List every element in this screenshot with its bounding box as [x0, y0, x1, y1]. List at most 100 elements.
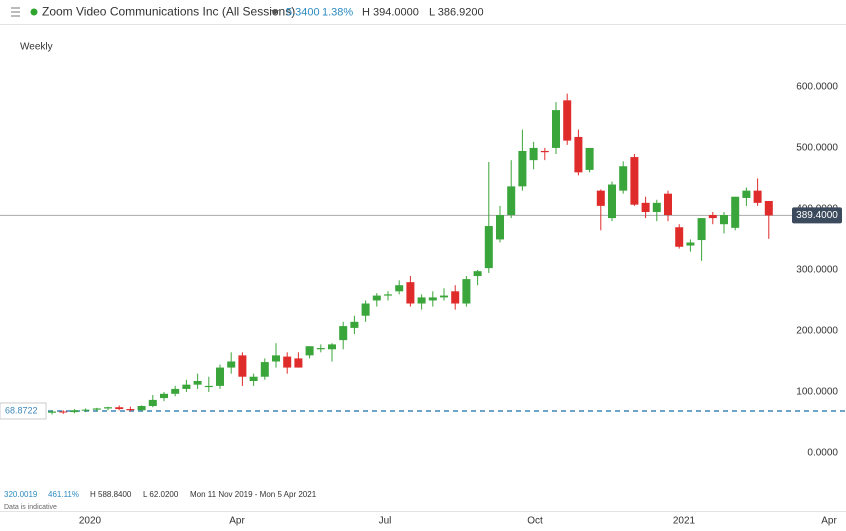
- candle: [193, 373, 202, 389]
- header-high: H 394.0000: [362, 6, 419, 18]
- candle-body: [529, 147, 538, 161]
- footer-note: Data is indicative: [4, 504, 57, 511]
- dropdown-arrow[interactable]: [271, 10, 279, 15]
- candle-body: [81, 409, 90, 411]
- candle-body: [652, 202, 661, 212]
- header-change-pct: 1.38%: [322, 6, 353, 18]
- candle-body: [473, 271, 482, 277]
- candle-body: [260, 362, 269, 377]
- candle: [440, 288, 448, 301]
- candle: [339, 321, 348, 350]
- status-dot: [30, 8, 38, 16]
- x-tick-label: 2020: [79, 516, 102, 527]
- instrument-title[interactable]: Zoom Video Communications Inc (All Sessi…: [42, 5, 295, 19]
- candle-body: [630, 157, 639, 205]
- candle-body: [686, 242, 695, 246]
- candle-body: [316, 348, 325, 350]
- candle-body: [115, 407, 124, 410]
- candle: [496, 205, 504, 243]
- candle-body: [238, 355, 247, 377]
- candle-body: [294, 358, 303, 368]
- footer-low: L 62.0200: [143, 490, 179, 499]
- header-low: L 386.9200: [429, 6, 484, 18]
- candle-body: [720, 215, 728, 225]
- y-tick-label: 600.0000: [796, 82, 838, 93]
- candle: [529, 141, 538, 170]
- candle: [552, 102, 560, 155]
- candle: [697, 218, 706, 261]
- candle-body: [204, 385, 213, 388]
- candle: [260, 358, 269, 380]
- candle: [171, 385, 180, 397]
- y-tick-label: 500.0000: [796, 143, 838, 154]
- candle: [596, 189, 605, 231]
- x-tick-label: Oct: [527, 516, 543, 527]
- y-tick-label: 100.0000: [796, 387, 838, 398]
- candle: [81, 408, 90, 413]
- menu-icon[interactable]: [11, 7, 20, 17]
- candle-body: [272, 355, 280, 362]
- candle-body: [384, 294, 392, 296]
- candle-body: [563, 100, 572, 141]
- candle-body: [574, 136, 583, 173]
- footer-change-pct: 461.11%: [48, 490, 79, 499]
- x-tick-label: Apr: [229, 516, 245, 527]
- candle: [641, 196, 650, 219]
- candle: [350, 315, 359, 335]
- candle: [451, 285, 460, 310]
- candle: [574, 129, 583, 176]
- candle: [484, 161, 493, 274]
- candle: [160, 391, 168, 402]
- candle: [675, 224, 684, 249]
- candle-body: [585, 147, 594, 170]
- footer-close: 320.0019: [4, 490, 38, 499]
- x-tick-label: Jul: [379, 516, 392, 527]
- interval-label: Weekly: [20, 42, 53, 53]
- last-price-box: [792, 207, 842, 224]
- candle-body: [216, 367, 224, 386]
- candle-body: [126, 409, 135, 411]
- candle: [630, 154, 639, 206]
- candle: [305, 346, 314, 359]
- footer-range: Mon 11 Nov 2019 - Mon 5 Apr 2021: [190, 490, 317, 499]
- candle: [372, 293, 381, 307]
- x-tick-label: Apr: [821, 516, 837, 527]
- candle: [652, 199, 661, 222]
- candle-body: [249, 376, 258, 381]
- candle: [182, 379, 191, 392]
- y-tick-label: 0.0000: [807, 448, 838, 459]
- footer-high: H 588.8400: [90, 490, 132, 499]
- candle: [48, 410, 56, 415]
- candle: [731, 196, 740, 231]
- candle-body: [753, 190, 762, 203]
- candle: [216, 364, 224, 389]
- candle-body: [171, 388, 180, 394]
- header-change: 5.3400: [286, 6, 320, 18]
- candle-body: [731, 196, 740, 228]
- candle-body: [339, 326, 348, 341]
- candle: [92, 407, 101, 412]
- candle-body: [641, 202, 650, 212]
- candle-body: [328, 344, 336, 350]
- candle: [720, 211, 728, 234]
- candle-body: [395, 285, 404, 292]
- candle-body: [160, 393, 168, 399]
- candle: [361, 300, 370, 322]
- candle-body: [350, 321, 359, 328]
- candle-body: [137, 406, 146, 411]
- candle: [518, 129, 527, 191]
- candle-body: [193, 380, 202, 385]
- candle: [742, 187, 751, 206]
- candle: [59, 410, 68, 414]
- candle: [328, 343, 336, 362]
- candle-body: [227, 361, 236, 368]
- x-tick-label: 2021: [673, 516, 696, 527]
- candle: [294, 352, 303, 368]
- candle-body: [742, 190, 751, 198]
- candle-body: [417, 297, 426, 304]
- candle-body: [496, 215, 504, 240]
- candle-body: [451, 291, 460, 304]
- candle: [395, 280, 404, 295]
